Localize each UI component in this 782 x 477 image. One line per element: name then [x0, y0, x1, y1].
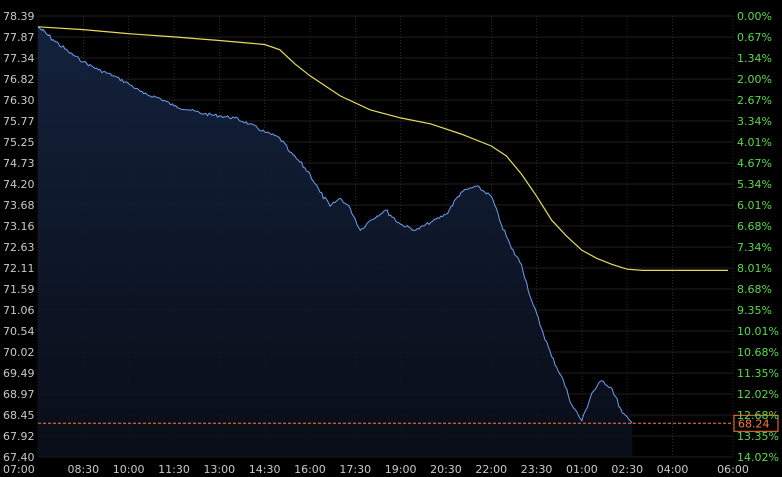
- right-axis-tick-label: 7.34%: [737, 241, 772, 254]
- series-lines: [37, 26, 728, 424]
- time-axis: 07:00 08:30 10:00 11:30 13:00 14:30 16:00 17:30…: [3, 463, 749, 476]
- left-axis: 78.39 77.87 77.34 76.82 76.30 75.77 75.25 74.73…: [3, 10, 35, 464]
- right-axis-tick-label: 9.35%: [737, 304, 772, 317]
- current-price-marker: 68.24: [38, 414, 779, 432]
- right-axis: 0.00% 0.67% 1.34% 2.00% 2.67% 3.34% 4.01% 4.67%…: [737, 10, 779, 464]
- left-axis-tick-label: 68.45: [3, 409, 35, 422]
- time-axis-tick-label: 11:30: [158, 463, 190, 476]
- left-axis-tick-label: 72.11: [3, 262, 35, 275]
- time-axis-tick-label: 17:30: [339, 463, 371, 476]
- price-line: [37, 26, 633, 424]
- left-axis-tick-label: 75.77: [3, 115, 35, 128]
- time-axis-tick-label: 04:00: [657, 463, 689, 476]
- right-axis-tick-label: 6.01%: [737, 199, 772, 212]
- time-axis-tick-label: 19:00: [385, 463, 417, 476]
- left-axis-tick-label: 67.92: [3, 430, 35, 443]
- right-axis-tick-label: 2.00%: [737, 73, 772, 86]
- right-axis-tick-label: 14.02%: [737, 451, 779, 464]
- average-line: [37, 26, 728, 271]
- time-axis-tick-label: 10:00: [113, 463, 145, 476]
- left-axis-tick-label: 77.34: [3, 52, 35, 65]
- left-axis-tick-label: 71.59: [3, 283, 35, 296]
- left-axis-tick-label: 74.20: [3, 178, 35, 191]
- left-axis-tick-label: 78.39: [3, 10, 35, 23]
- right-axis-tick-label: 12.02%: [737, 388, 779, 401]
- left-axis-tick-label: 76.30: [3, 94, 35, 107]
- left-axis-tick-label: 76.82: [3, 73, 35, 86]
- right-axis-tick-label: 10.68%: [737, 346, 779, 359]
- right-axis-tick-label: 12.68%: [737, 409, 779, 422]
- left-axis-tick-label: 69.49: [3, 367, 35, 380]
- time-axis-tick-label: 16:00: [294, 463, 326, 476]
- current-price-label: 68.24: [738, 417, 770, 430]
- left-axis-tick-label: 70.54: [3, 325, 35, 338]
- current-price-box: [733, 414, 779, 432]
- right-axis-tick-label: 2.67%: [737, 94, 772, 107]
- time-axis-tick-label: 22:00: [475, 463, 507, 476]
- left-axis-tick-label: 72.63: [3, 241, 35, 254]
- right-axis-tick-label: 1.34%: [737, 52, 772, 65]
- right-axis-tick-label: 3.34%: [737, 115, 772, 128]
- right-axis-tick-label: 4.01%: [737, 136, 772, 149]
- right-axis-tick-label: 0.67%: [737, 31, 772, 44]
- price-area: [38, 26, 633, 458]
- time-axis-tick-label: 14:30: [249, 463, 281, 476]
- right-axis-tick-label: 6.68%: [737, 220, 772, 233]
- time-axis-tick-label: 01:00: [566, 463, 598, 476]
- time-axis-tick-label: 07:00: [3, 463, 35, 476]
- time-axis-tick-label: 23:30: [521, 463, 553, 476]
- left-axis-tick-label: 67.40: [3, 451, 35, 464]
- right-axis-tick-label: 4.67%: [737, 157, 772, 170]
- time-axis-tick-label: 13:00: [203, 463, 235, 476]
- time-axis-tick-label: 08:30: [67, 463, 99, 476]
- right-axis-tick-label: 13.35%: [737, 430, 779, 443]
- left-axis-tick-label: 75.25: [3, 136, 35, 149]
- left-axis-tick-label: 73.68: [3, 199, 35, 212]
- right-axis-tick-label: 11.35%: [737, 367, 779, 380]
- right-axis-tick-label: 8.01%: [737, 262, 772, 275]
- left-axis-tick-label: 77.87: [3, 31, 35, 44]
- time-axis-tick-label: 20:30: [430, 463, 462, 476]
- time-axis-tick-label: 06:00: [717, 463, 749, 476]
- right-axis-tick-label: 0.00%: [737, 10, 772, 23]
- left-axis-tick-label: 74.73: [3, 157, 35, 170]
- left-axis-tick-label: 68.97: [3, 388, 35, 401]
- right-axis-tick-label: 5.34%: [737, 178, 772, 191]
- left-axis-tick-label: 71.06: [3, 304, 35, 317]
- right-axis-tick-label: 10.01%: [737, 325, 779, 338]
- left-axis-tick-label: 73.16: [3, 220, 35, 233]
- right-axis-tick-label: 8.68%: [737, 283, 772, 296]
- left-axis-tick-label: 70.02: [3, 346, 35, 359]
- price-area-fill: [38, 26, 633, 458]
- time-axis-tick-label: 02:30: [611, 463, 643, 476]
